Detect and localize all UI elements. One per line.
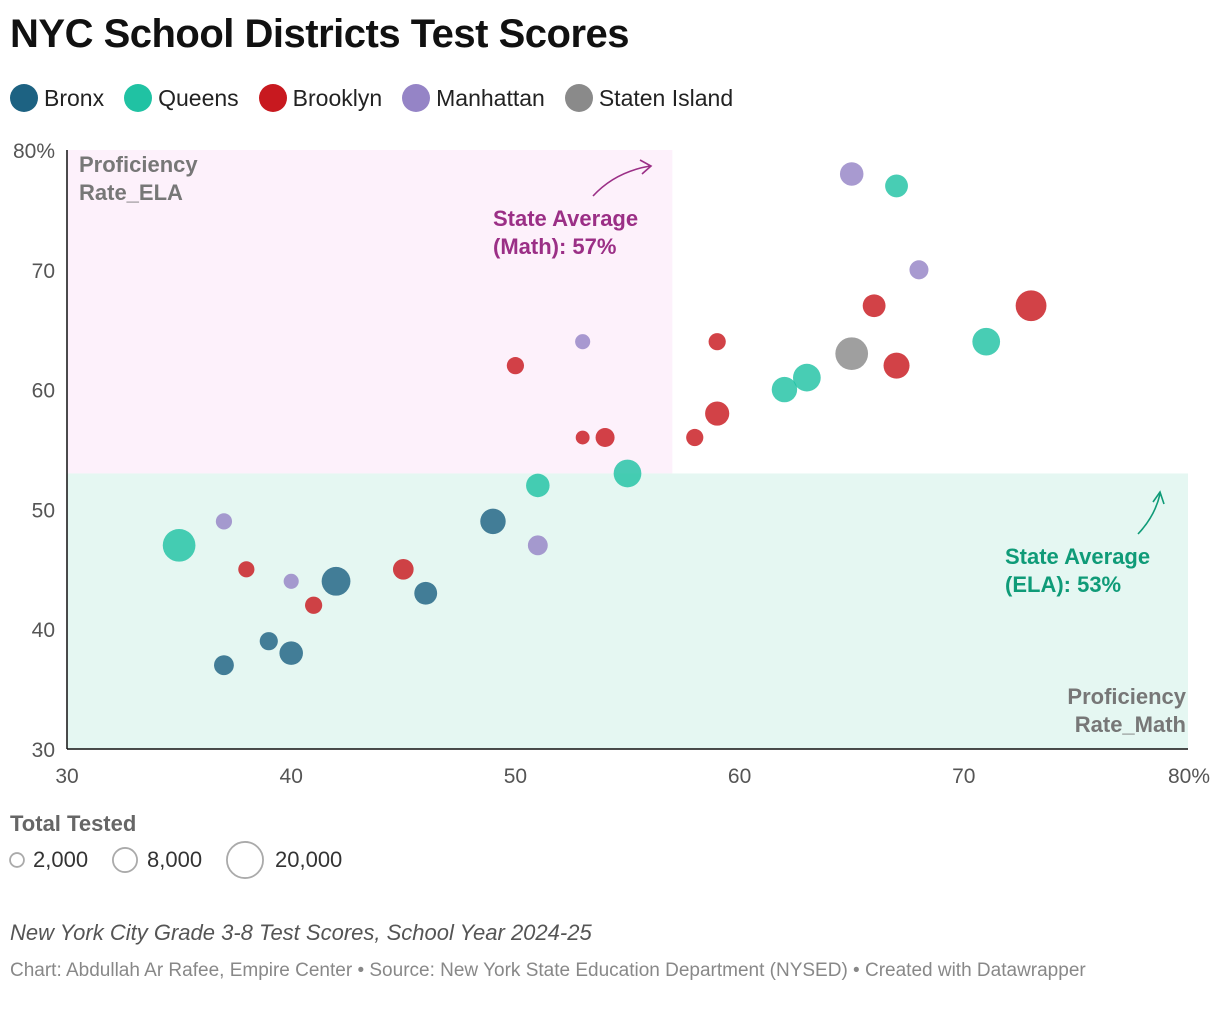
legend-label: Staten Island: [598, 84, 734, 111]
legend-item-staten-island: Staten Island: [564, 84, 734, 112]
data-point-brooklyn: [238, 561, 255, 578]
legend-label: Bronx: [44, 84, 105, 111]
data-point-queens: [885, 174, 908, 198]
y-tick-label: 30: [32, 739, 55, 762]
legend-label: Manhattan: [436, 84, 545, 111]
legend-label: Queens: [158, 84, 239, 111]
data-point-queens: [771, 376, 798, 403]
data-point-staten-island: [835, 337, 869, 371]
x-tick-label: 70: [952, 765, 975, 788]
size-legend-label-large: 20,000: [275, 847, 343, 872]
size-legend-label-small: 2,000: [33, 847, 89, 872]
data-point-manhattan: [283, 573, 299, 589]
x-tick-label: 80%: [1168, 765, 1210, 788]
y-tick-label: 70: [32, 260, 55, 283]
data-point-bronx: [321, 566, 351, 596]
y-tick-label: 40: [32, 619, 55, 642]
data-point-bronx: [259, 632, 278, 651]
y-axis-title: Proficiency Rate_ELA: [79, 152, 198, 205]
color-legend: Bronx Queens Brooklyn Manhattan Staten Islan…: [10, 84, 753, 112]
legend-swatch: [258, 84, 287, 112]
legend-item-bronx: Bronx: [10, 84, 104, 112]
data-point-queens: [972, 327, 1001, 356]
size-legend-circle: [9, 852, 25, 868]
data-point-bronx: [480, 508, 506, 535]
data-point-brooklyn: [883, 352, 910, 379]
data-point-bronx: [279, 641, 303, 665]
legend-swatch: [124, 84, 153, 112]
ela-average-annotation: State Average (ELA): 53%: [1005, 544, 1150, 597]
legend-item-brooklyn: Brooklyn: [258, 84, 383, 112]
data-point-manhattan: [839, 162, 864, 186]
chart-credit: Chart: Abdullah Ar Rafee, Empire Center …: [10, 960, 1086, 981]
data-point-bronx: [214, 655, 234, 676]
x-tick-label: 40: [280, 765, 303, 788]
data-point-brooklyn: [705, 401, 730, 426]
legend-item-queens: Queens: [124, 84, 239, 112]
data-point-brooklyn: [305, 596, 323, 614]
y-tick-label: 50: [32, 499, 55, 522]
data-point-manhattan: [909, 260, 929, 280]
size-legend-title: Total Tested: [10, 811, 137, 836]
math-below-average-region: [67, 150, 673, 474]
ela-average-arrowhead: [1152, 490, 1165, 505]
data-point-brooklyn: [1015, 290, 1047, 322]
size-legend-circle: [112, 847, 138, 873]
data-point-brooklyn: [708, 333, 726, 351]
legend-label: Brooklyn: [292, 84, 383, 111]
data-point-bronx: [414, 581, 438, 605]
y-tick-label: 60: [32, 380, 55, 403]
data-point-brooklyn: [506, 357, 525, 375]
x-tick-label: 60: [728, 765, 751, 788]
scatter-chart: 30 40 50 60 70 80% 30 40 50 60 70 80% Proficiency Rat…: [13, 140, 1210, 788]
legend-item-manhattan: Manhattan: [402, 84, 545, 112]
size-legend: [9, 841, 264, 879]
size-legend-label-medium: 8,000: [147, 847, 203, 872]
x-axis-title: Proficiency Rate_Math: [1067, 684, 1186, 737]
chart-note: New York City Grade 3-8 Test Scores, Sch…: [10, 920, 592, 945]
data-point-brooklyn: [595, 428, 615, 448]
data-point-queens: [526, 473, 550, 498]
math-average-arrow: [592, 165, 651, 197]
math-average-arrowhead: [639, 159, 653, 175]
data-point-brooklyn: [862, 294, 886, 318]
data-point-queens: [792, 363, 821, 392]
data-point-manhattan: [215, 513, 233, 530]
data-point-manhattan: [575, 334, 591, 350]
data-point-queens: [613, 459, 642, 488]
x-tick-label: 50: [504, 765, 527, 788]
data-point-brooklyn: [575, 430, 590, 445]
legend-swatch: [564, 84, 593, 112]
math-average-annotation: State Average (Math): 57%: [493, 206, 638, 259]
legend-swatch: [402, 84, 431, 112]
page-title: NYC School Districts Test Scores: [10, 12, 630, 56]
y-tick-label: 80%: [13, 140, 55, 163]
ela-below-average-region: [67, 473, 1188, 749]
legend-swatch: [10, 84, 38, 112]
ela-average-arrow: [1137, 493, 1161, 535]
data-point-brooklyn: [392, 558, 414, 580]
data-point-manhattan: [527, 535, 548, 556]
size-legend-circle: [226, 841, 264, 879]
data-point-queens: [162, 528, 196, 562]
x-tick-label: 30: [55, 765, 78, 788]
data-point-brooklyn: [686, 428, 704, 447]
